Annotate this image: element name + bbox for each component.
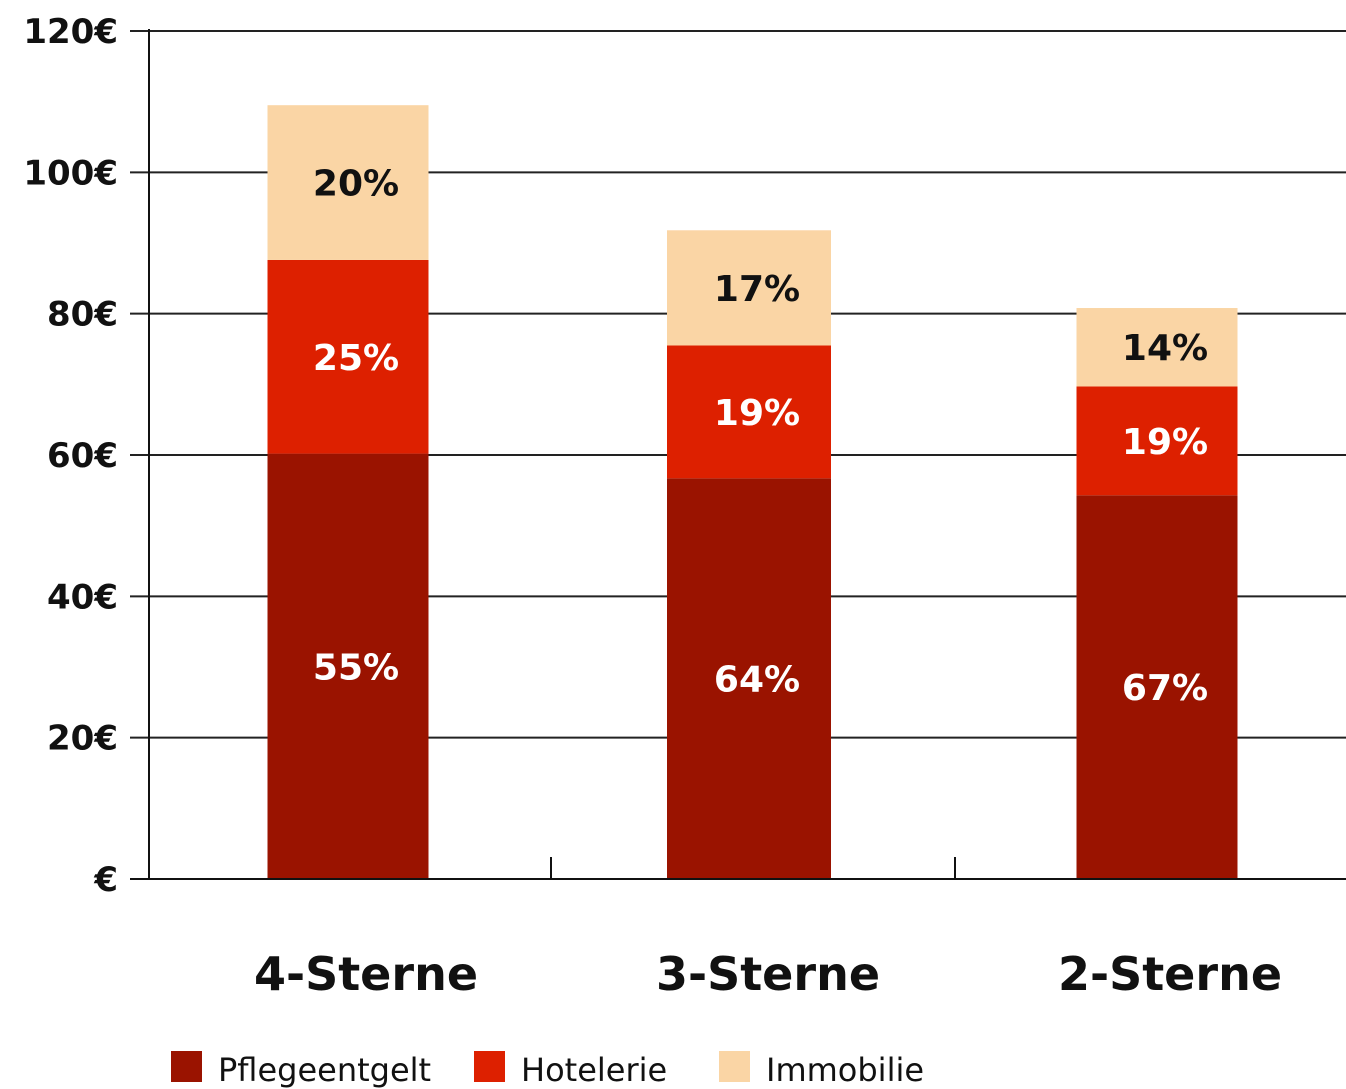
y-tick-labels: €20€ 40€ 60€ 80€ 100€ 120€ [23,12,118,900]
bar-percent-label: 64% [714,660,800,701]
bar-segment [667,230,831,346]
y-tick-label: 40€ [47,577,118,617]
bar-percent-label: 17% [714,269,800,310]
category-labels: 4-Sterne 3-Sterne 2-Sterne [254,947,1282,1001]
bar-percent-label: 25% [313,338,399,379]
bar-percent-label: 14% [1122,328,1208,369]
legend-swatch [171,1051,202,1082]
bar-segment [267,453,429,879]
bar-percent-label: 67% [1122,668,1208,709]
category-label: 2-Sterne [1058,947,1282,1001]
bar-segment [1076,495,1238,879]
bar-percent-label: 55% [313,647,399,688]
bar-segment [667,478,831,879]
y-tick-label: 80€ [47,295,118,335]
bar-segment [267,105,429,260]
legend: Pflegeentgelt Hotelerie Immobilie [171,1051,924,1089]
legend-label: Pflegeentgelt [218,1051,431,1089]
legend-swatch [719,1051,750,1082]
legend-label: Hotelerie [521,1051,667,1089]
y-tick-label: € [93,860,118,900]
bars: 55% 25% 20% 64% 19% 17% 67% 19% 14% [267,105,1238,879]
axes [130,29,1346,880]
bar-percent-label: 19% [714,393,800,434]
bar-segment [1076,386,1238,496]
bar-segment [1076,308,1238,387]
legend-swatch [474,1051,505,1082]
bar-segment [667,345,831,479]
category-label: 3-Sterne [656,947,880,1001]
bar-percent-label: 20% [313,164,399,205]
bar-segment [267,259,429,454]
legend-label: Immobilie [766,1051,924,1089]
y-tick-label: 120€ [23,12,118,52]
y-tick-label: 100€ [23,153,118,193]
y-tick-label: 20€ [47,719,118,759]
category-label: 4-Sterne [254,947,478,1001]
y-tick-label: 60€ [47,436,118,476]
bar-percent-label: 19% [1122,422,1208,463]
